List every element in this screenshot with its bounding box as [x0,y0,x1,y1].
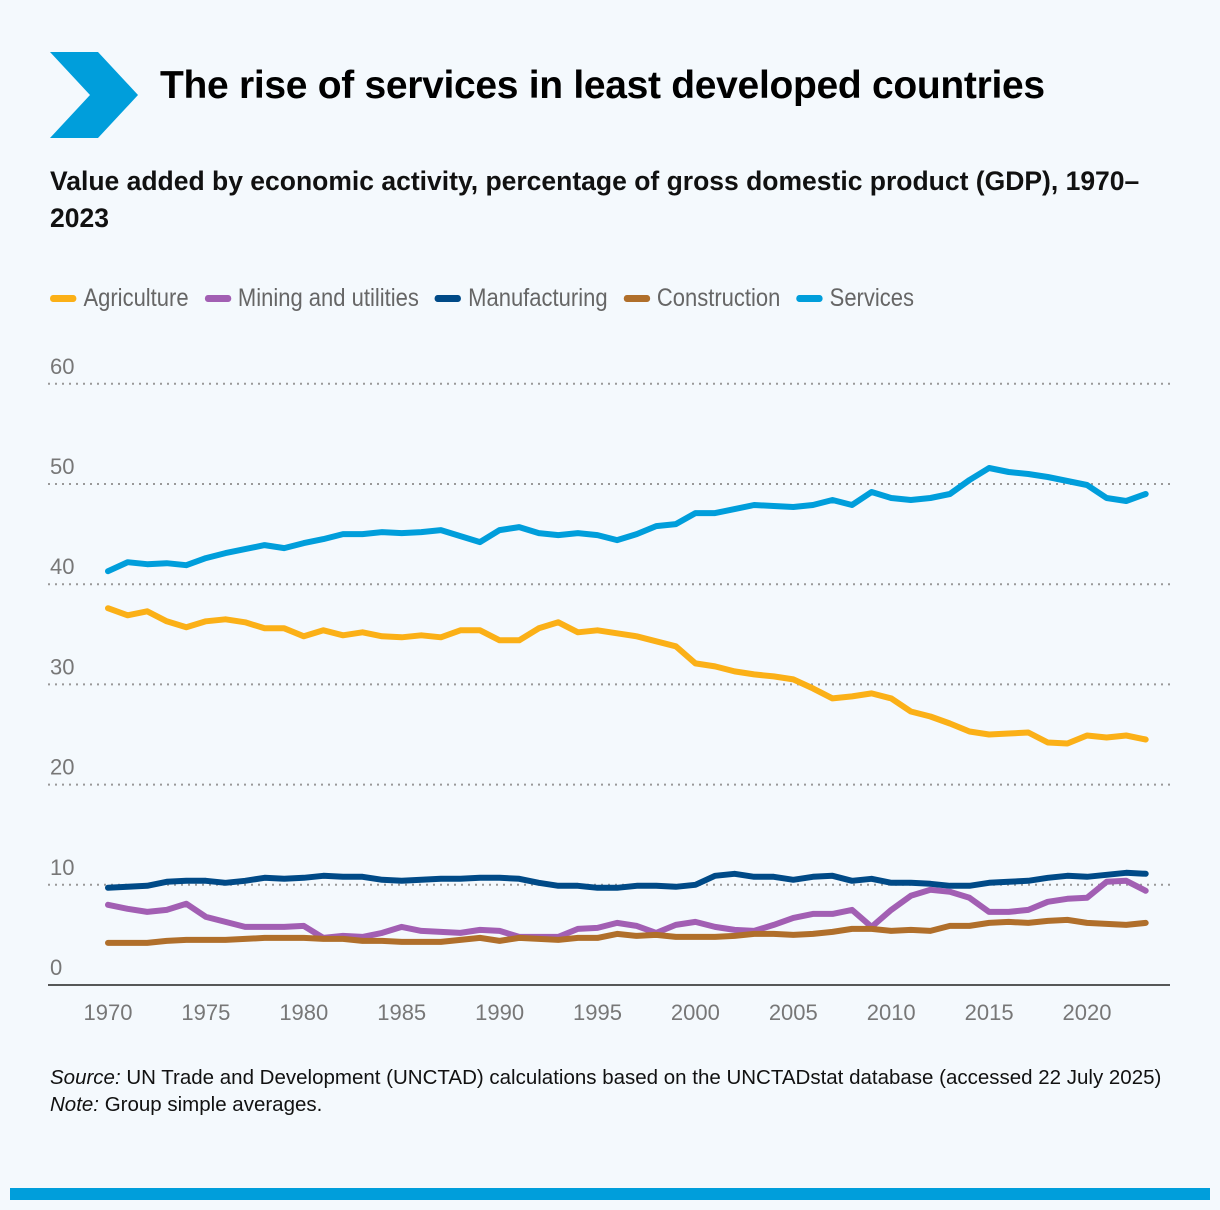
line-chart: 0 10 20 30 40 50 60 1970 1975 1980 1985 1990 1995 200… [48,354,1170,1025]
y-tick-label: 10 [50,855,74,880]
series-line-mining-and-utilities [105,877,1149,941]
y-tick-label: 20 [50,755,74,780]
y-tick-label: 30 [50,654,74,679]
x-tick-label: 2020 [1063,1000,1112,1025]
series-line-services [105,465,1149,575]
x-tick-label: 1990 [475,1000,524,1025]
legend-item-agriculture: Agriculture [50,284,189,313]
bottom-accent-bar [10,1188,1210,1200]
legend-label: Agriculture [83,284,189,312]
x-tick-label: 1975 [181,1000,230,1025]
series-line-agriculture [105,605,1149,747]
legend-item-construction: Construction [623,284,780,313]
legend-label: Construction [656,284,781,312]
x-tick-label: 1970 [84,1000,133,1025]
source-text: UN Trade and Development (UNCTAD) calcul… [120,1066,1162,1089]
x-tick-label: 2015 [965,1000,1014,1025]
chart-notes: Source: UN Trade and Development (UNCTAD… [50,1064,1180,1118]
x-tick-label: 1985 [377,1000,426,1025]
legend-item-mining-and-utilities: Mining and utilities [204,284,419,313]
y-tick-label: 60 [50,354,74,379]
note-text: Group simple averages. [99,1093,323,1116]
note-line: Note: Group simple averages. [50,1091,1180,1118]
legend-label: Services [829,284,915,312]
y-tick-label: 40 [50,554,74,579]
chart-legend: Agriculture Mining and utilities Manufactu… [50,284,914,313]
series-line-manufacturing [105,869,1149,891]
source-label: Source: [50,1066,121,1089]
page-title: The rise of services in least developed … [160,64,1045,107]
chevron-arrow-icon [50,52,138,138]
x-tick-label: 2000 [671,1000,720,1025]
source-line: Source: UN Trade and Development (UNCTAD… [50,1064,1180,1091]
legend-label: Manufacturing [468,284,608,312]
legend-swatch [204,295,231,302]
chart-subtitle: Value added by economic activity, percen… [50,166,1140,233]
x-tick-label: 2010 [867,1000,916,1025]
x-tick-label: 1995 [573,1000,622,1025]
x-tick-label: 2005 [769,1000,818,1025]
legend-item-services: Services [796,284,914,313]
series-line-construction [105,916,1149,946]
y-tick-label: 0 [50,955,62,980]
x-tick-label: 1980 [279,1000,328,1025]
legend-item-manufacturing: Manufacturing [434,284,608,313]
legend-label: Mining and utilities [237,284,419,312]
legend-swatch [50,295,77,302]
legend-swatch [623,295,650,302]
note-label: Note: [50,1093,99,1116]
legend-swatch [796,295,823,302]
y-tick-label: 50 [50,454,74,479]
legend-swatch [434,295,462,302]
